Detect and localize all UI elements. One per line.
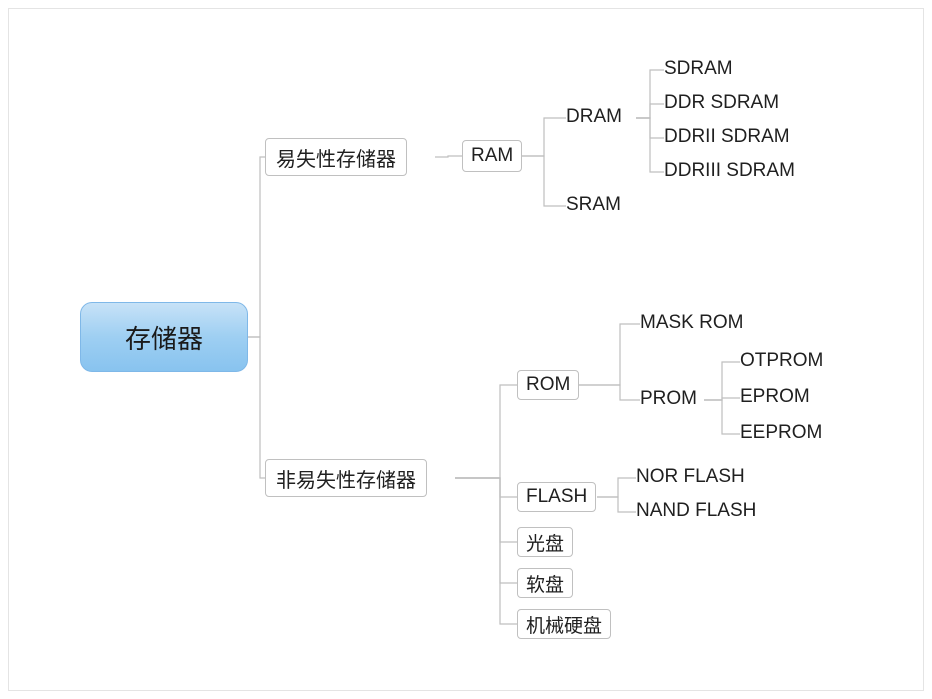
node-ddriii-sdram: DDRIII SDRAM [664,160,795,182]
node-eeprom: EEPROM [740,422,822,444]
ram-label: RAM [471,145,513,167]
node-volatile: 易失性存储器 [265,138,407,176]
sram-label: SRAM [566,194,621,216]
node-nandflash: NAND FLASH [636,500,756,522]
node-nonvolatile: 非易失性存储器 [265,459,427,497]
node-floppy: 软盘 [517,568,573,598]
node-cd: 光盘 [517,527,573,557]
node-sdram: SDRAM [664,58,733,80]
node-hdd: 机械硬盘 [517,609,611,639]
node-flash: FLASH [517,482,596,512]
node-ram: RAM [462,140,522,172]
dram-label: DRAM [566,106,622,128]
node-rom: ROM [517,370,579,400]
node-ddr-sdram: DDR SDRAM [664,92,779,114]
root-node: 存储器 [80,302,248,372]
node-ddrii-sdram: DDRII SDRAM [664,126,790,148]
root-label: 存储器 [125,319,203,356]
node-eprom: EPROM [740,386,810,408]
nonvolatile-label: 非易失性存储器 [276,464,416,493]
node-maskrom: MASK ROM [640,312,743,334]
volatile-label: 易失性存储器 [276,143,396,172]
node-otprom: OTPROM [740,350,823,372]
node-norflash: NOR FLASH [636,466,745,488]
node-dram: DRAM [566,106,622,128]
node-sram: SRAM [566,194,621,216]
node-prom: PROM [640,388,697,410]
